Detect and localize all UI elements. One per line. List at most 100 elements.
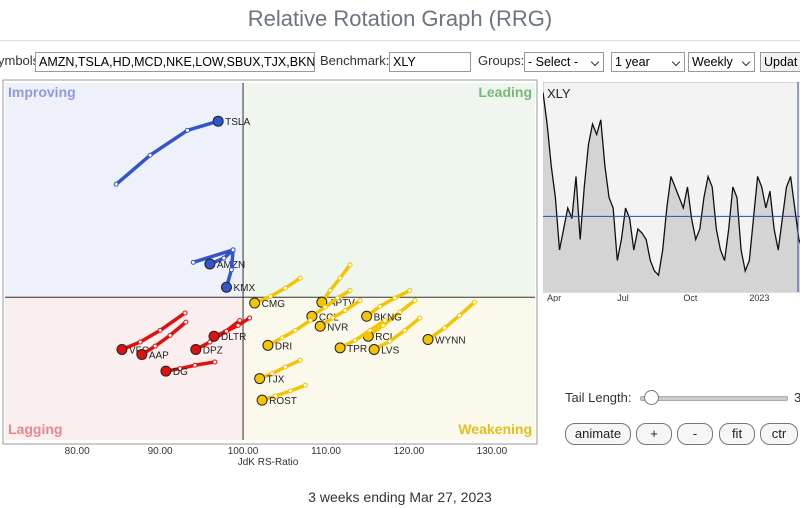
x-tick-label: 90.00 — [148, 446, 173, 457]
tail-point — [292, 327, 298, 333]
benchmark-label: Benchmark: — [320, 53, 390, 68]
head-point — [314, 320, 326, 332]
tail-point — [212, 359, 218, 365]
tail-point — [282, 364, 288, 370]
symbol-label: DRI — [275, 341, 292, 352]
symbol-label: CCL — [319, 312, 339, 323]
symbol-label: RCL — [375, 332, 395, 343]
divider — [0, 40, 800, 41]
x-tick-label: Jul — [617, 293, 629, 302]
interval-select[interactable]: Weekly — [688, 52, 755, 72]
tail-point — [297, 357, 303, 363]
symbol-label: ROST — [269, 396, 297, 407]
tail — [372, 316, 422, 352]
tail-point — [192, 362, 198, 368]
tail — [320, 263, 352, 304]
symbol-label: TPR — [347, 344, 367, 355]
quadrant-leading — [243, 83, 535, 298]
x-tick-label: 130.00 — [477, 446, 508, 457]
tail-point — [407, 288, 413, 294]
plus-button[interactable]: + — [636, 423, 672, 445]
symbols-label: ymbols: — [0, 53, 43, 68]
head-point — [254, 373, 266, 385]
tail — [120, 311, 187, 352]
tail-label: Tail Length: — [565, 390, 632, 405]
symbol-label: TSLA — [225, 117, 250, 128]
symbols-input[interactable]: AMZN,TSLA,HD,MCD,NKE,LOW,SBUX,TJX,BKNG — [35, 52, 315, 72]
minus-button[interactable]: - — [677, 423, 713, 445]
tail — [426, 300, 477, 342]
ctr-button[interactable]: ctr — [760, 423, 798, 445]
groups-select[interactable]: - Select - — [524, 52, 604, 72]
tail — [252, 276, 303, 305]
benchmark-chart: XLY Apr Jul Oct 2023 — [543, 82, 800, 302]
tail-point — [247, 315, 253, 321]
tail-point — [417, 315, 423, 321]
quadrant-label: Leading — [478, 84, 532, 100]
symbol-label: AAP — [149, 350, 169, 361]
tail-point — [322, 304, 328, 310]
tail-value: 3 — [794, 390, 800, 405]
tail-point — [279, 335, 285, 341]
tail-point — [471, 299, 477, 305]
groups-label: Groups: — [478, 53, 525, 68]
head-point — [208, 330, 220, 342]
tail-point — [382, 317, 388, 323]
head-point — [316, 296, 328, 308]
animate-button[interactable]: animate — [565, 423, 631, 445]
tail — [366, 298, 417, 338]
tail-point — [412, 298, 418, 304]
symbol-label: CMG — [262, 299, 286, 310]
tail-point — [183, 319, 189, 325]
head-point — [204, 258, 216, 270]
footer: 3 weeks ending Mar 27, 2023 — [308, 489, 492, 505]
benchmark-input[interactable]: XLY — [389, 52, 471, 72]
head-point — [136, 348, 148, 360]
symbol-label: WYNN — [435, 336, 466, 347]
tail-point — [342, 307, 348, 313]
tail-slider[interactable] — [640, 396, 788, 401]
tail-point — [302, 382, 308, 388]
tail-point — [113, 181, 119, 187]
x-tick-label: Oct — [683, 293, 698, 302]
tail-point — [337, 275, 343, 281]
tail-point — [282, 285, 288, 291]
tail-point — [357, 298, 363, 304]
head-point — [368, 344, 380, 356]
head-point — [190, 344, 202, 356]
tail-point — [335, 295, 341, 301]
fit-button[interactable]: fit — [719, 423, 755, 445]
tail-point — [457, 312, 463, 318]
x-tick-label: 2023 — [749, 293, 769, 302]
tail-point — [442, 325, 448, 331]
page-title: Relative Rotation Graph (RRG) — [247, 6, 553, 31]
update-button[interactable]: Updat — [760, 52, 800, 72]
tail-point — [287, 388, 293, 394]
symbol-label: TJX — [267, 375, 285, 386]
tail — [140, 320, 188, 357]
quadrant-label: Weakening — [458, 421, 532, 437]
tail-point — [223, 328, 229, 334]
tail-point — [157, 327, 163, 333]
tail-point — [392, 295, 398, 301]
tail-point — [269, 371, 275, 377]
x-axis-label: JdK RS-Ratio — [238, 457, 299, 468]
head-point — [262, 339, 274, 351]
benchmark-line — [543, 92, 800, 277]
benchmark-area — [543, 92, 800, 292]
tail-point — [327, 288, 333, 294]
head-point — [212, 115, 224, 127]
slider-knob[interactable] — [644, 390, 659, 405]
quadrant-improving — [5, 83, 244, 298]
period-select[interactable]: 1 year — [611, 52, 685, 72]
tail — [266, 318, 312, 348]
symbol-label: DLTR — [221, 332, 246, 343]
symbol-label: NVR — [327, 322, 348, 333]
head-point — [256, 394, 268, 406]
x-tick-label: 80.00 — [65, 446, 90, 457]
tail-point — [267, 293, 273, 299]
tail-point — [367, 327, 373, 333]
tail-point — [402, 327, 408, 333]
quadrant-label: Improving — [8, 84, 76, 100]
